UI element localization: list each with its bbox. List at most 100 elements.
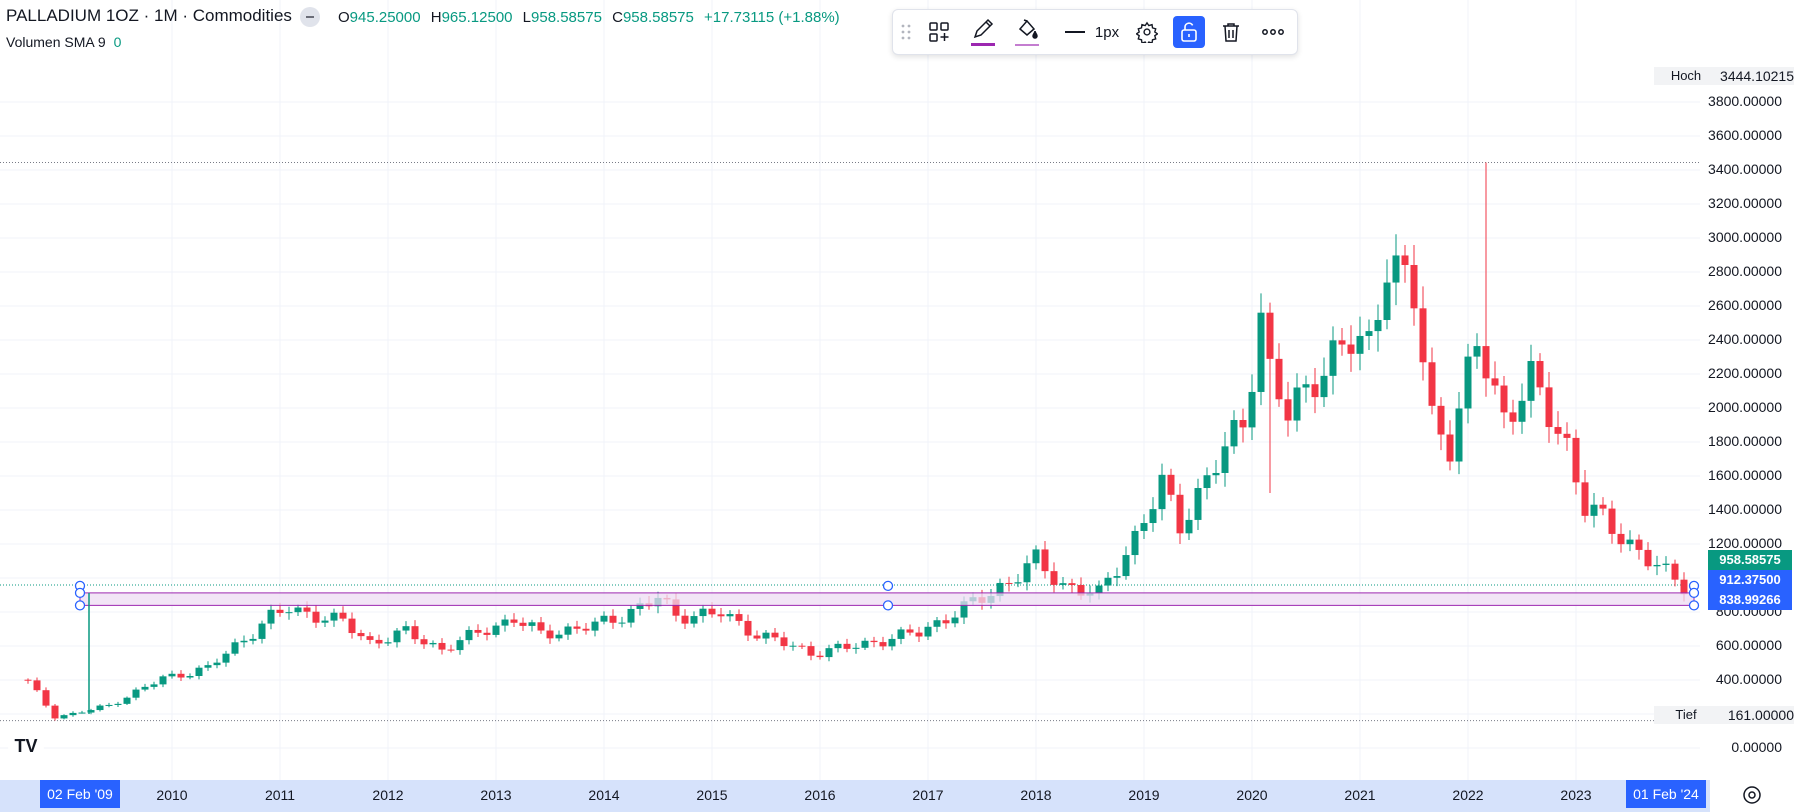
candle-body xyxy=(807,646,815,656)
candle xyxy=(447,644,455,653)
candle xyxy=(1500,376,1508,429)
candle xyxy=(456,636,464,655)
candle xyxy=(1572,429,1580,495)
candle-body xyxy=(1266,312,1274,359)
candle-body xyxy=(1680,579,1688,595)
symbol-title[interactable]: PALLADIUM 1OZ · 1M · Commodities xyxy=(6,6,292,25)
volume-legend[interactable]: Volumen SMA 9 0 xyxy=(6,34,121,50)
year-label: 2011 xyxy=(264,787,296,803)
candle-body xyxy=(312,611,320,623)
candle-body xyxy=(1194,488,1202,520)
candle xyxy=(1104,572,1112,592)
drag-handle-icon[interactable] xyxy=(897,16,915,48)
candle xyxy=(1158,463,1166,521)
candle xyxy=(1212,460,1220,484)
candle-body xyxy=(1635,539,1643,550)
candle-body xyxy=(537,622,545,631)
candle-body xyxy=(564,626,572,635)
fill-color-icon[interactable] xyxy=(1011,16,1043,48)
candle xyxy=(582,623,590,635)
chart-settings-icon[interactable] xyxy=(1740,783,1764,807)
rectangle-zone[interactable] xyxy=(74,580,1700,714)
candle-body xyxy=(582,628,590,631)
candle-body xyxy=(1626,539,1634,545)
candle-body xyxy=(906,629,914,633)
open-label: O xyxy=(338,9,350,26)
price-tick-label: 2600.00000 xyxy=(1708,297,1782,313)
candle-body xyxy=(492,625,500,635)
candle-body xyxy=(726,614,734,617)
candle xyxy=(1122,546,1130,580)
line-width-button[interactable]: 1px xyxy=(1055,16,1129,48)
candle xyxy=(321,616,329,627)
candle-body xyxy=(213,662,221,666)
candle-body xyxy=(1113,576,1121,578)
tradingview-logo[interactable]: TV xyxy=(8,732,44,760)
candle xyxy=(726,610,734,622)
price-tick-label: 1600.00000 xyxy=(1708,467,1782,483)
candle-body xyxy=(852,647,860,649)
candle xyxy=(474,624,482,638)
candle-body xyxy=(1311,384,1319,398)
candle-body xyxy=(1572,437,1580,483)
candle-body xyxy=(114,703,122,705)
candle-body xyxy=(735,614,743,621)
settings-icon[interactable] xyxy=(1131,16,1163,48)
candle-body xyxy=(393,630,401,643)
candle-body xyxy=(951,617,959,624)
candle-body xyxy=(1473,346,1481,357)
zone-handle[interactable] xyxy=(74,600,86,611)
candle xyxy=(1266,302,1274,493)
candle xyxy=(888,634,896,651)
zone-handle[interactable] xyxy=(882,580,894,592)
candle-body xyxy=(573,626,581,629)
candle xyxy=(1239,408,1247,443)
candle xyxy=(87,708,95,715)
zone-handle[interactable] xyxy=(74,587,86,599)
zone-handle[interactable] xyxy=(1688,587,1700,599)
candle xyxy=(420,634,428,649)
candle-body xyxy=(636,603,644,609)
candle-body xyxy=(258,623,266,639)
drawing-toolbar: 1px xyxy=(892,9,1298,55)
candle-body xyxy=(753,635,761,639)
ohlc-readout: O945.25000 H965.12500 L958.58575 C958.58… xyxy=(338,9,840,26)
candle xyxy=(1374,304,1382,352)
candle-body xyxy=(1653,564,1661,567)
low-value-tag: 161.00000 xyxy=(1708,706,1794,724)
candle xyxy=(1563,422,1571,451)
pencil-icon[interactable] xyxy=(967,16,999,48)
year-label: 2017 xyxy=(912,787,944,803)
collapse-legend-button[interactable] xyxy=(300,7,320,27)
candle xyxy=(915,626,923,643)
candle xyxy=(879,636,887,651)
candle-body xyxy=(1293,387,1301,421)
candle-body xyxy=(1005,582,1013,584)
candle-body xyxy=(1419,308,1427,363)
candle xyxy=(519,617,527,632)
zone-handle[interactable] xyxy=(1688,600,1700,611)
candle xyxy=(1230,410,1238,454)
candle xyxy=(258,620,266,644)
candle-body xyxy=(1518,400,1526,422)
candle xyxy=(69,711,77,717)
time-axis[interactable] xyxy=(0,780,1710,812)
candle-body xyxy=(717,614,725,617)
year-label: 2014 xyxy=(588,787,620,803)
price-tick-label: 1200.00000 xyxy=(1708,535,1782,551)
candle xyxy=(294,604,302,616)
candle-body xyxy=(1284,399,1292,421)
candle xyxy=(240,635,248,648)
more-icon[interactable] xyxy=(1257,16,1289,48)
zone-top-label: 912.37500 xyxy=(1708,570,1792,590)
trash-icon[interactable] xyxy=(1215,16,1247,48)
price-tick-label: 2800.00000 xyxy=(1708,263,1782,279)
templates-icon[interactable] xyxy=(923,16,955,48)
candle-body xyxy=(1203,475,1211,489)
zone-handle[interactable] xyxy=(882,600,894,611)
candle xyxy=(537,616,545,634)
candle-body xyxy=(1221,446,1229,473)
candle-body xyxy=(1230,420,1238,447)
lock-icon[interactable] xyxy=(1173,16,1205,48)
